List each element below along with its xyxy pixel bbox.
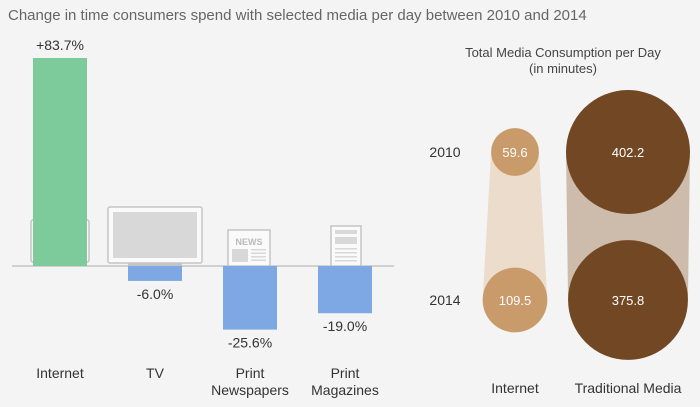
bar-value-label: -25.6% xyxy=(228,335,272,351)
magazine-icon xyxy=(330,225,362,267)
bar-chart: NEWS+83.7%Internet-6.0%TV-25.6%PrintNews… xyxy=(12,37,394,398)
bubble-value-label: 59.6 xyxy=(502,145,527,160)
bubble-traditional-media-2014 xyxy=(568,240,688,360)
year-label: 2010 xyxy=(429,144,460,160)
bubble-chart: Total Media Consumption per Day (in minu… xyxy=(429,45,690,396)
tv-icon xyxy=(107,206,203,266)
category-label: Internet xyxy=(36,365,84,381)
series-label: Internet xyxy=(491,380,539,396)
series-label: Traditional Media xyxy=(575,380,682,396)
bar-tv xyxy=(128,266,182,281)
bubble-chart-title: Total Media Consumption per Day xyxy=(465,45,661,60)
category-label: Print xyxy=(236,365,265,381)
category-label: Magazines xyxy=(311,382,379,398)
bubble-chart-subtitle: (in minutes) xyxy=(529,61,597,76)
category-label: TV xyxy=(146,365,165,381)
newspaper-icon-text: NEWS xyxy=(236,237,263,247)
bubble-connector-0 xyxy=(482,152,548,300)
bubble-value-label: 402.2 xyxy=(612,145,645,160)
bubble-internet-2014 xyxy=(482,267,548,333)
bar-print-magazines xyxy=(318,266,372,314)
bubble-traditional-media-2010 xyxy=(566,90,690,214)
bar-internet xyxy=(33,58,87,266)
newspaper-icon: NEWS xyxy=(227,229,271,267)
bar-value-label: -19.0% xyxy=(323,318,367,334)
chart-title: Change in time consumers spend with sele… xyxy=(8,7,587,24)
bar-value-label: +83.7% xyxy=(36,37,84,53)
bubble-value-label: 375.8 xyxy=(612,293,645,308)
bar-print-newspapers xyxy=(223,266,277,330)
category-label: Newspapers xyxy=(211,382,289,398)
bubble-internet-2010 xyxy=(491,128,539,176)
bubble-value-label: 109.5 xyxy=(499,293,532,308)
year-label: 2014 xyxy=(429,292,460,308)
bar-value-label: -6.0% xyxy=(137,286,174,302)
category-label: Print xyxy=(331,365,360,381)
